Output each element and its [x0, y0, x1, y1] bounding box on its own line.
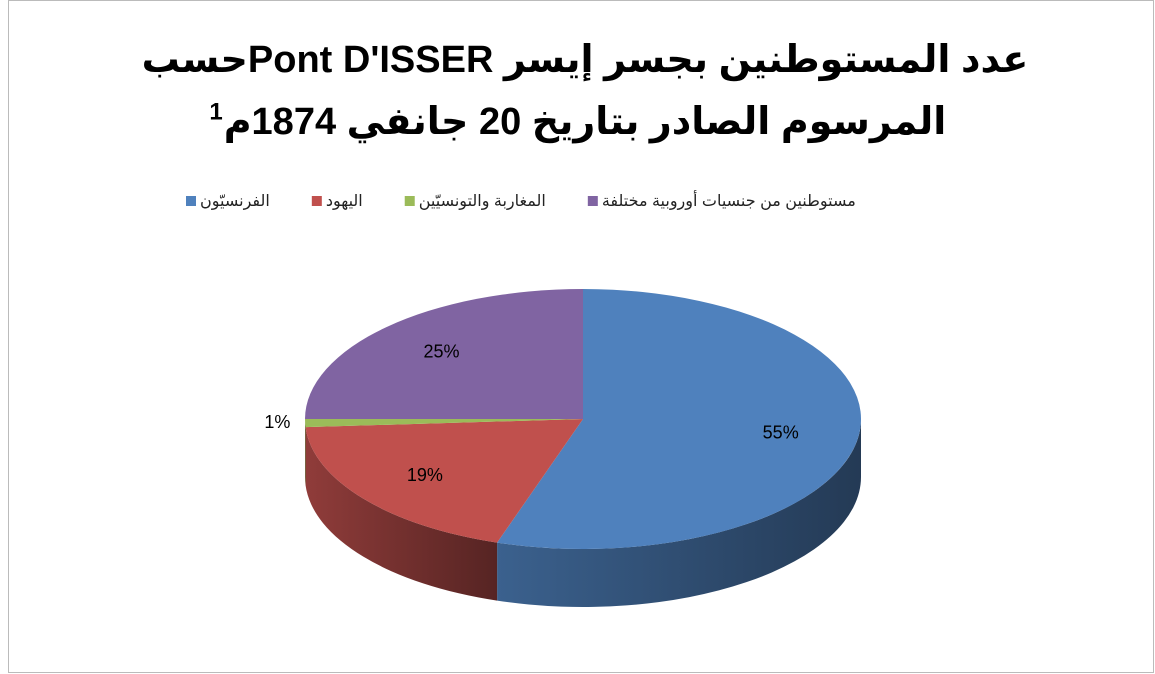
pie-slice: [305, 289, 583, 419]
pie-side: [305, 419, 306, 486]
legend-swatch: [587, 196, 598, 206]
pie-side: [305, 427, 498, 601]
legend-label: اليهود: [326, 193, 363, 211]
data-label: 1%: [264, 412, 290, 432]
chart-title: المرسوم الصادر بتاريخ 20 جانفي 1874م: [224, 101, 947, 144]
data-label: 25%: [423, 342, 459, 362]
legend-label: الفرنسيّون: [200, 193, 270, 211]
title-note: 1: [209, 98, 222, 125]
pie-slice: [305, 419, 583, 543]
legend-swatch: [311, 196, 322, 206]
legend-swatch: [186, 196, 196, 206]
pie-side: [497, 419, 861, 607]
legend-swatch: [404, 196, 415, 206]
legend-label: المغاربة والتونسيّين: [419, 193, 546, 211]
legend-label: مستوطنين من جنسيات أوروبية مختلفة: [602, 190, 856, 211]
chart-title: عدد المستوطنين بجسر إيسر Pont D'ISSERحسب: [142, 39, 1029, 82]
data-label: 55%: [763, 422, 799, 442]
pie-slice: [305, 419, 583, 428]
pie-slice: [497, 289, 861, 549]
data-label: 19%: [407, 465, 443, 485]
